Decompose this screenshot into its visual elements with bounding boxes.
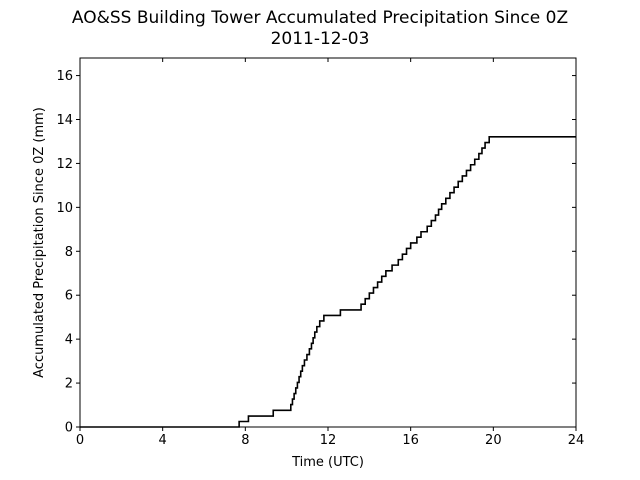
y-tick-label: 8: [65, 245, 73, 260]
x-tick-label: 8: [241, 433, 249, 448]
y-axis-label: Accumulated Precipitation Since 0Z (mm): [32, 107, 47, 378]
accumulated-precip-line: [80, 136, 576, 428]
y-tick-label: 4: [65, 333, 73, 348]
x-axis-label: Time (UTC): [291, 455, 364, 470]
y-tick-label: 16: [56, 69, 73, 84]
y-tick-label: 14: [56, 113, 73, 128]
x-tick-label: 0: [76, 433, 84, 448]
y-tick-label: 0: [65, 421, 73, 436]
x-tick-label: 12: [320, 433, 337, 448]
x-tick-label: 24: [568, 433, 585, 448]
y-tick-label: 10: [56, 201, 73, 216]
x-tick-label: 16: [402, 433, 419, 448]
plot-frame: [79, 57, 577, 428]
x-tick-label: 4: [159, 433, 167, 448]
y-tick-label: 6: [65, 289, 73, 304]
x-tick-label: 20: [485, 433, 502, 448]
y-tick-label: 2: [65, 377, 73, 392]
y-axis-ticks: 0 2 4 6 8 10 12 14 16: [56, 69, 576, 436]
chart-title: AO&SS Building Tower Accumulated Precipi…: [71, 8, 569, 28]
chart-subtitle: 2011-12-03: [270, 29, 370, 49]
y-tick-label: 12: [56, 157, 73, 172]
x-axis-ticks: 0 4 8 12 16 20 24: [76, 58, 584, 448]
